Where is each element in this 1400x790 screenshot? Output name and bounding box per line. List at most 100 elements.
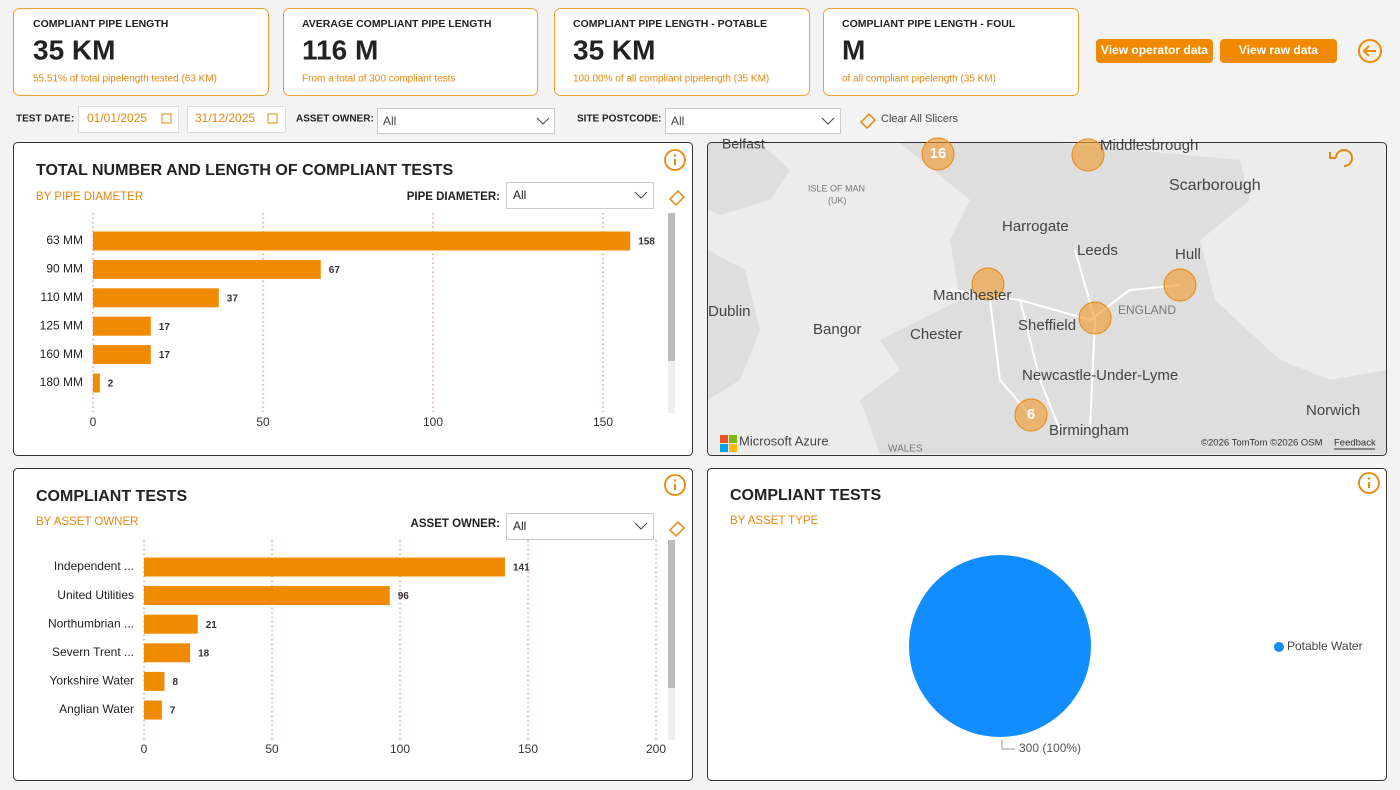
value-label: 21 <box>206 620 218 631</box>
bar[interactable] <box>93 288 219 308</box>
dropdown-value[interactable]: All <box>513 519 526 533</box>
map-cluster[interactable] <box>971 267 1005 301</box>
map[interactable] <box>707 142 1387 456</box>
back-button[interactable] <box>1358 39 1382 63</box>
clear-slicers[interactable]: Clear All Slicers <box>881 113 959 125</box>
kpi-title: COMPLIANT PIPE LENGTH - FOUL <box>842 18 1016 30</box>
kpi-subtitle: of all compliant pipelength (35 KM) <box>842 74 996 85</box>
scrollbar-thumb[interactable] <box>668 540 675 688</box>
data-label: 300 (100%) <box>1019 741 1081 755</box>
kpi-value: M <box>842 34 865 65</box>
place-label: (UK) <box>828 195 847 205</box>
value-label: 17 <box>159 350 171 361</box>
dropdown[interactable] <box>506 513 654 540</box>
bar[interactable] <box>144 643 191 663</box>
button-label[interactable]: View operator data <box>1101 43 1208 57</box>
place-label: Chester <box>910 326 963 343</box>
info-icon[interactable] <box>664 474 686 496</box>
chart-subtitle: BY PIPE DIAMETER <box>36 191 143 203</box>
map-attribution: ©2026 TomTom ©2026 OSM <box>1201 438 1323 449</box>
slicer-label: ASSET OWNER: <box>411 518 500 530</box>
bar[interactable] <box>93 345 151 365</box>
x-tick-label: 100 <box>390 742 410 756</box>
category-label: 110 MM <box>41 290 83 304</box>
filter-label: TEST DATE: <box>16 114 74 125</box>
date-input[interactable] <box>187 106 286 133</box>
dropdown[interactable] <box>665 108 841 134</box>
x-tick-label: 50 <box>256 415 270 429</box>
chevron <box>634 522 648 530</box>
date-value[interactable]: 01/01/2025 <box>87 111 147 125</box>
place-label: Middlesbrough <box>1100 137 1198 154</box>
button[interactable] <box>1220 39 1337 63</box>
map-cluster[interactable] <box>921 137 955 171</box>
category-label: 180 MM <box>40 375 83 389</box>
scrollbar-thumb[interactable] <box>668 213 675 361</box>
land <box>708 250 760 400</box>
back-arrow[interactable] <box>1362 45 1376 57</box>
bar[interactable] <box>93 259 321 279</box>
dropdown[interactable] <box>377 108 555 134</box>
calendar-icon <box>161 113 172 124</box>
dropdown-value[interactable]: All <box>671 114 684 128</box>
map-cluster[interactable] <box>1014 398 1048 432</box>
reset-icon[interactable] <box>1329 149 1353 167</box>
legend-label[interactable]: Potable Water <box>1287 639 1363 653</box>
eraser-icon[interactable] <box>668 520 686 538</box>
kpi-card <box>554 8 810 96</box>
category-label: 90 MM <box>46 262 83 276</box>
bar[interactable] <box>144 557 505 577</box>
eraser-icon[interactable] <box>668 189 686 207</box>
place-label: Birmingham <box>1049 422 1129 439</box>
cluster-count: 16 <box>930 145 947 162</box>
category-label: 125 MM <box>40 318 83 332</box>
place-label: Harrogate <box>1002 218 1069 235</box>
map-feedback[interactable]: Feedback <box>1334 438 1376 449</box>
bar[interactable] <box>93 316 151 336</box>
category-label: Independent ... <box>54 559 134 573</box>
logo <box>720 444 728 452</box>
map-cluster[interactable] <box>1071 138 1105 172</box>
eraser-icon[interactable] <box>859 112 877 130</box>
chart-title: COMPLIANT TESTS <box>730 487 881 504</box>
kpi-value: 35 KM <box>33 34 115 65</box>
kpi-subtitle: 55.51% of total pipelength tested (63 KM… <box>33 74 217 85</box>
bar[interactable] <box>144 586 390 606</box>
x-tick-label: 150 <box>593 415 613 429</box>
info-icon <box>1367 477 1371 480</box>
bar[interactable] <box>93 231 631 251</box>
bar[interactable] <box>144 700 162 720</box>
chevron <box>821 117 835 125</box>
dropdown[interactable] <box>506 182 654 209</box>
button-label[interactable]: View raw data <box>1239 43 1318 57</box>
map-cluster[interactable] <box>1078 301 1112 335</box>
legend-marker <box>1274 642 1284 652</box>
dropdown-value[interactable]: All <box>383 114 396 128</box>
date-value[interactable]: 31/12/2025 <box>195 111 255 125</box>
bar[interactable] <box>93 373 100 393</box>
place-label: Newcastle-Under-Lyme <box>1022 367 1178 384</box>
place-label: Bangor <box>813 321 861 338</box>
x-tick-label: 150 <box>518 742 538 756</box>
info-icon[interactable] <box>1358 472 1380 494</box>
button[interactable] <box>1096 39 1213 63</box>
map-cluster[interactable] <box>1163 268 1197 302</box>
chevron <box>536 117 550 125</box>
bar[interactable] <box>144 614 198 634</box>
filter-label: SITE POSTCODE: <box>577 114 661 125</box>
back-circle[interactable] <box>1358 39 1382 63</box>
category-label: Anglian Water <box>59 702 134 716</box>
bar[interactable] <box>144 671 165 691</box>
logo <box>729 435 737 443</box>
land <box>860 143 1386 454</box>
x-tick-label: 100 <box>423 415 443 429</box>
kpi-title: COMPLIANT PIPE LENGTH - POTABLE <box>573 18 767 30</box>
category-label: 160 MM <box>40 347 83 361</box>
dropdown-value[interactable]: All <box>513 188 526 202</box>
place-label: Belfast <box>722 136 765 152</box>
chart-title: COMPLIANT TESTS <box>36 488 187 505</box>
info-icon[interactable] <box>664 149 686 171</box>
pie-slice[interactable] <box>909 555 1091 737</box>
kpi-title: COMPLIANT PIPE LENGTH <box>33 18 168 30</box>
value-label: 37 <box>227 293 239 304</box>
